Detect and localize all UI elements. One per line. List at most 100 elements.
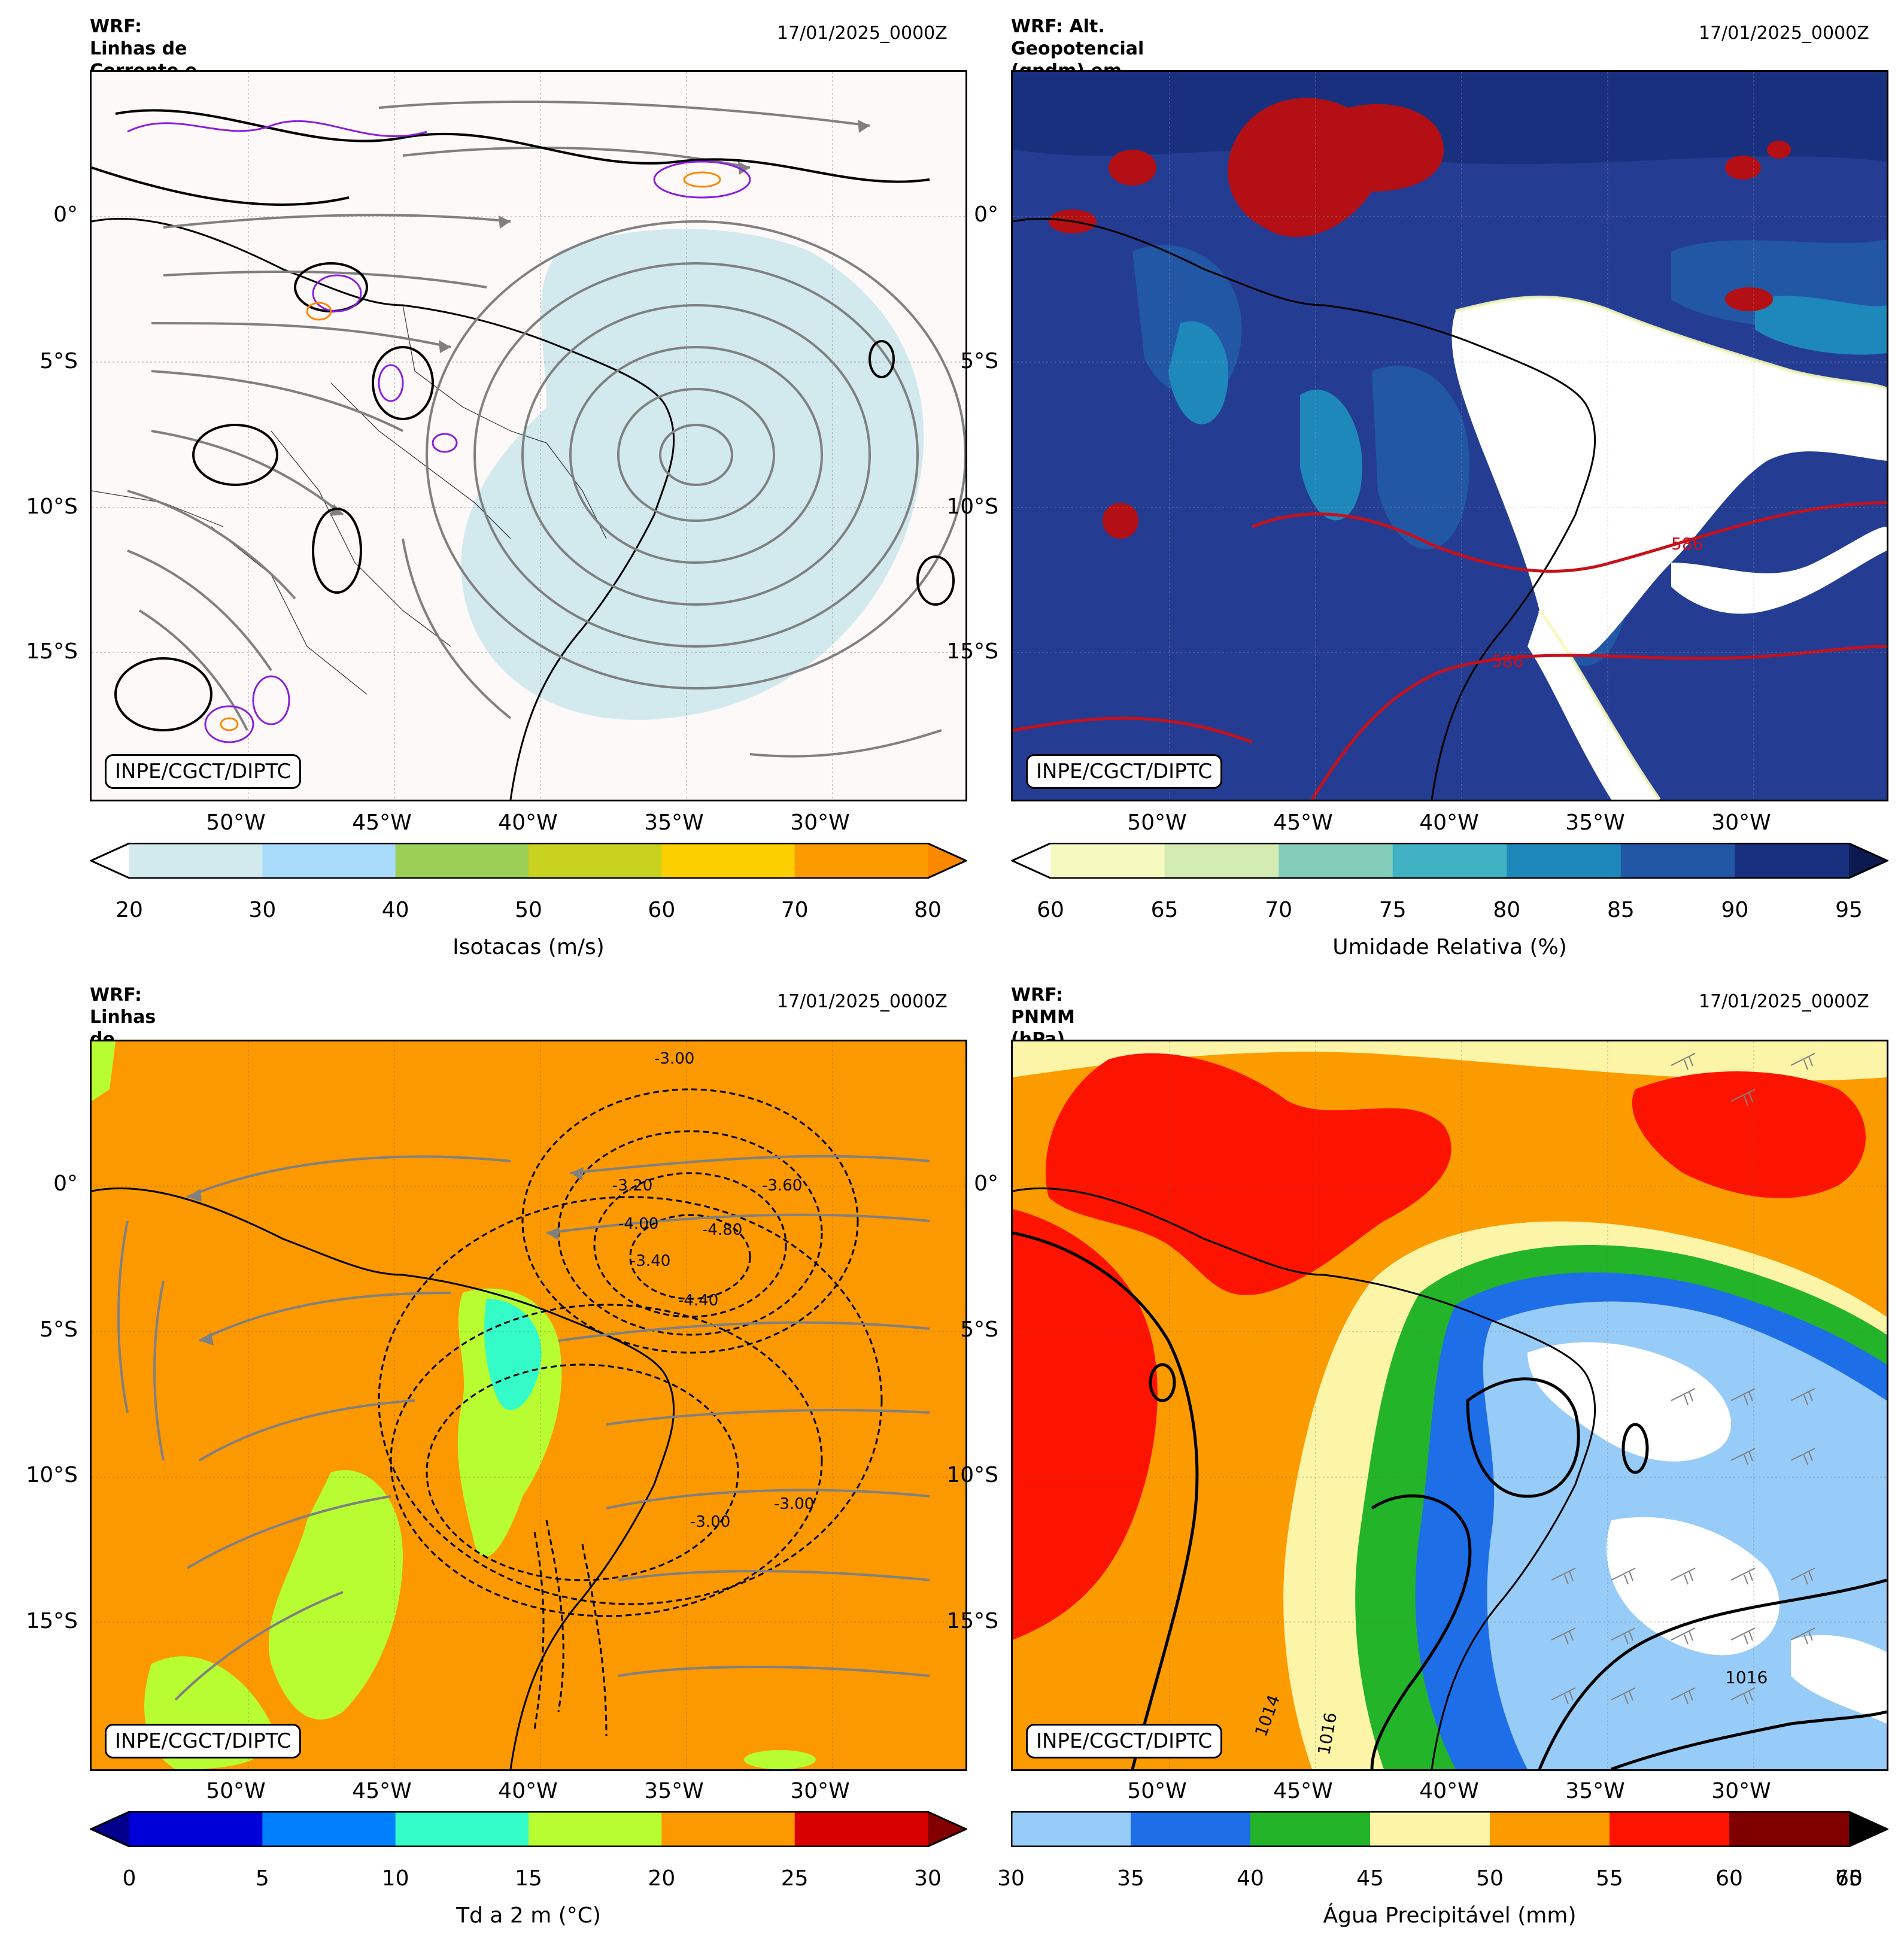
colorbar-swatch <box>1131 1811 1251 1847</box>
lon-label-45w: 45°W <box>352 1779 412 1803</box>
lat-label-10s: 10°S <box>26 494 78 519</box>
colorbar-tick-label: 80 <box>914 898 942 922</box>
lat-label-15s: 15°S <box>26 639 78 664</box>
lon-label-45w: 45°W <box>1273 810 1333 835</box>
colorbar-label: Água Precipitável (mm) <box>1323 1903 1577 1928</box>
panel-date: 17/01/2025_0000Z <box>777 991 948 1012</box>
contour-label: -3.60 <box>762 1177 803 1195</box>
colorbar-tick-label: 0 <box>122 1866 136 1891</box>
colorbar-swatch <box>262 1811 396 1847</box>
lon-label-40w: 40°W <box>1419 810 1479 835</box>
colorbar-extend-low <box>91 843 129 879</box>
colorbar-swatch <box>1729 1811 1850 1847</box>
colorbar-tick-label: 80 <box>1493 898 1521 922</box>
map-500hpa[interactable]: 586 586 INPE/CGCT/DIPTC <box>1011 70 1888 801</box>
colorbar-extend-high <box>928 1811 966 1847</box>
colorbar-swatch <box>1011 1811 1131 1847</box>
colorbar <box>1010 1811 1890 1849</box>
colorbar <box>89 1811 968 1849</box>
colorbar-tick-label: 70 <box>1265 898 1293 922</box>
credit-badge: INPE/CGCT/DIPTC <box>1026 1724 1223 1758</box>
map-canvas <box>1013 72 1887 800</box>
colorbar-swatch <box>794 843 928 879</box>
colorbar-tick-label: 20 <box>116 898 143 922</box>
colorbar-tick-label: 35 <box>1117 1866 1144 1891</box>
colorbar-tick-label: 10 <box>381 1866 409 1891</box>
contour-label: -3.20 <box>612 1177 653 1195</box>
colorbar-outline <box>1010 842 1890 879</box>
lat-label-10s: 10°S <box>946 494 998 519</box>
colorbar-tick-label: 40 <box>1237 1866 1264 1891</box>
lat-label-10s: 10°S <box>946 1463 998 1487</box>
colorbar-tick-label: 25 <box>781 1866 809 1891</box>
colorbar-swatch <box>1250 1811 1371 1847</box>
lon-label-50w: 50°W <box>206 1779 266 1803</box>
lat-label-5s: 5°S <box>40 1317 78 1342</box>
lon-label-35w: 35°W <box>644 810 704 835</box>
colorbar-tick-label: 65 <box>1835 1866 1863 1891</box>
colorbar-swatch <box>1050 843 1165 879</box>
colorbar-tick-label: 30 <box>914 1866 942 1891</box>
contour-label: -3.00 <box>654 1050 695 1068</box>
colorbar-label: Td a 2 m (°C) <box>456 1903 601 1928</box>
lat-label-15s: 15°S <box>946 1609 998 1633</box>
lon-label-30w: 30°W <box>790 1779 850 1803</box>
colorbar-tick-label: 15 <box>515 1866 542 1891</box>
map-250hpa[interactable]: INPE/CGCT/DIPTC <box>90 70 967 801</box>
credit-badge: INPE/CGCT/DIPTC <box>105 1724 302 1758</box>
colorbar-swatch <box>129 843 263 879</box>
map-pnmm[interactable]: 1016 1014 1016 INPE/CGCT/DIPTC <box>1011 1040 1888 1771</box>
colorbar-tick-label: 60 <box>648 898 676 922</box>
colorbar-tick-label: 90 <box>1721 898 1749 922</box>
lat-label-0: 0° <box>974 202 998 227</box>
lon-label-35w: 35°W <box>644 1779 704 1803</box>
colorbar-label: Isotacas (m/s) <box>453 935 605 959</box>
lat-label-5s: 5°S <box>40 349 78 373</box>
colorbar-extend-high <box>1849 843 1887 879</box>
colorbar-svg <box>1010 842 1890 879</box>
colorbar-tick-label: 60 <box>1037 898 1064 922</box>
map-850hpa-td[interactable]: -3.00 -3.20 -3.40 -3.60 -4.00 -4.40 -4.8… <box>90 1040 967 1771</box>
colorbar-tick-label: 5 <box>255 1866 269 1891</box>
colorbar-swatch <box>529 843 662 879</box>
colorbar-tick-label: 20 <box>648 1866 676 1891</box>
colorbar-outline <box>89 1811 968 1848</box>
map-canvas <box>92 72 965 800</box>
lat-label-15s: 15°S <box>946 639 998 664</box>
colorbar-swatch <box>661 843 795 879</box>
colorbar-swatch <box>1735 843 1850 879</box>
colorbar-swatch <box>661 1811 795 1847</box>
lon-label-40w: 40°W <box>498 810 558 835</box>
contour-label: -3.00 <box>774 1495 815 1513</box>
colorbar-tick-label: 40 <box>381 898 409 922</box>
colorbar-extend-low <box>1012 843 1050 879</box>
lat-label-15s: 15°S <box>26 1609 78 1633</box>
lon-label-50w: 50°W <box>206 810 266 835</box>
colorbar-svg <box>1010 1811 1890 1848</box>
colorbar-tick-label: 65 <box>1150 898 1179 922</box>
colorbar-tick-label: 55 <box>1596 1866 1623 1891</box>
colorbar-swatch <box>1490 1811 1610 1847</box>
lat-label-0: 0° <box>53 202 78 227</box>
lon-label-40w: 40°W <box>498 1779 558 1803</box>
colorbar-tick-label: 75 <box>1378 898 1407 922</box>
colorbar-swatch <box>395 843 529 879</box>
colorbar-swatch <box>1610 1811 1730 1847</box>
colorbar-tick-label: 30 <box>248 898 277 922</box>
lat-label-5s: 5°S <box>960 349 998 373</box>
lon-label-45w: 45°W <box>352 810 412 835</box>
colorbar <box>89 842 968 881</box>
colorbar-tick-label: 85 <box>1607 898 1635 922</box>
contour-label: -4.00 <box>618 1215 659 1233</box>
colorbar-swatch <box>1164 843 1279 879</box>
lon-label-35w: 35°W <box>1565 810 1625 835</box>
colorbar-label: Umidade Relativa (%) <box>1332 935 1567 959</box>
lon-label-30w: 30°W <box>1711 810 1771 835</box>
lat-label-10s: 10°S <box>26 1463 78 1487</box>
colorbar-swatch <box>1370 1811 1490 1847</box>
map-canvas <box>1013 1041 1887 1769</box>
colorbar-svg <box>89 842 968 879</box>
lat-label-0: 0° <box>974 1171 998 1196</box>
colorbar-extend-high <box>1849 1811 1887 1847</box>
colorbar-swatch <box>794 1811 928 1847</box>
